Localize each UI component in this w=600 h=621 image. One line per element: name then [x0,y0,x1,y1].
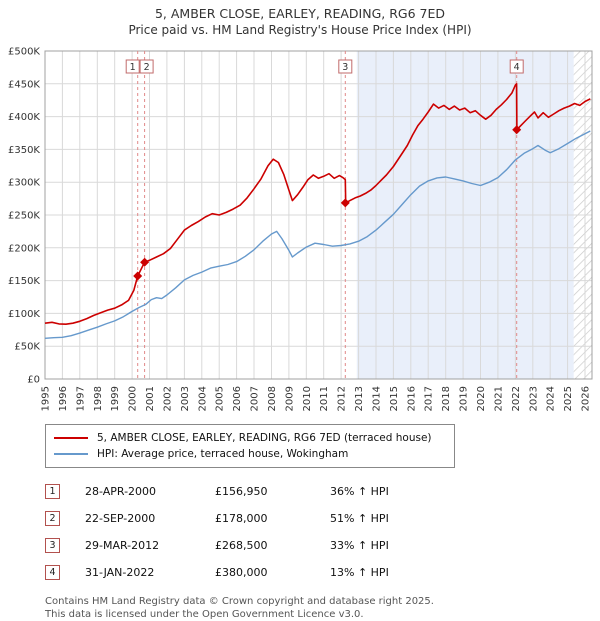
x-tick-label: 1995 [41,386,52,411]
x-tick-label: 1998 [93,386,104,411]
svg-text:2: 2 [144,62,150,73]
legend-label-property: 5, AMBER CLOSE, EARLEY, READING, RG6 7ED… [97,432,432,444]
transaction-row: 3 29-MAR-2012 £268,500 33% ↑ HPI [45,532,600,559]
transaction-price: £380,000 [215,566,268,579]
transaction-date: 22-SEP-2000 [85,512,156,525]
x-tick-label: 2015 [389,386,400,411]
footer-line2: This data is licensed under the Open Gov… [45,609,364,620]
transaction-price: £268,500 [215,539,268,552]
x-tick-label: 2025 [563,386,574,411]
blue-line-sample [54,453,88,455]
x-tick-label: 2016 [406,386,417,411]
x-tick-label: 2005 [215,386,226,411]
sale-marker [133,271,143,281]
y-tick-label: £250K [8,211,40,222]
x-tick-label: 2013 [354,386,365,411]
transaction-date: 29-MAR-2012 [85,539,160,552]
x-tick-label: 2000 [128,386,139,411]
y-tick-label: £500K [8,47,40,58]
red-line-sample [54,437,88,439]
sale-number-box [509,59,524,74]
x-tick-label: 2006 [232,386,243,411]
page-title: 5, AMBER CLOSE, EARLEY, READING, RG6 7ED [154,6,445,21]
y-tick-label: £400K [8,112,40,123]
transaction-row: 1 28-APR-2000 £156,950 36% ↑ HPI [45,478,600,505]
transaction-hpi-change: 33% ↑ HPI [330,539,389,552]
transaction-date: 28-APR-2000 [85,485,157,498]
sale-number-box [139,59,154,74]
x-tick-label: 2003 [180,386,191,411]
transaction-date: 31-JAN-2022 [85,566,155,579]
x-tick-label: 2018 [441,386,452,411]
chart-legend: 5, AMBER CLOSE, EARLEY, READING, RG6 7ED… [45,424,455,468]
legend-label-hpi: HPI: Average price, terraced house, Woki… [97,448,349,460]
legend-item-hpi: HPI: Average price, terraced house, Woki… [54,446,446,462]
y-tick-label: £450K [8,79,40,90]
footer-line1: Contains HM Land Registry data © Crown c… [45,596,434,607]
legend-item-property: 5, AMBER CLOSE, EARLEY, READING, RG6 7ED… [54,430,446,446]
transaction-price: £178,000 [215,512,268,525]
x-tick-label: 2022 [511,386,522,411]
chart-subtitle: Price paid vs. HM Land Registry's House … [128,23,472,37]
transaction-hpi-change: 51% ↑ HPI [330,512,389,525]
x-tick-label: 2012 [337,386,348,411]
svg-text:1: 1 [130,62,136,73]
transaction-number-box: 3 [45,538,60,553]
x-tick-label: 2017 [424,386,435,411]
x-tick-label: 2002 [162,386,173,411]
y-tick-label: £300K [8,178,40,189]
sale-number-box [125,59,140,74]
transaction-hpi-change: 36% ↑ HPI [330,485,389,498]
y-tick-label: £50K [14,342,40,353]
svg-text:4: 4 [514,62,520,73]
footer: Contains HM Land Registry data © Crown c… [45,595,600,621]
x-tick-label: 2010 [302,386,313,411]
x-tick-label: 2004 [197,386,208,411]
y-tick-label: £350K [8,145,40,156]
series-line [44,130,591,339]
y-tick-label: £200K [8,243,40,254]
sale-marker [140,257,150,267]
price-chart: 1 2 3 4 £0 £50K £100K £150K £200K £250K £300K £350K… [8,47,593,411]
x-tick-label: 2014 [372,386,383,411]
series-line [44,82,591,326]
x-tick-label: 2019 [459,386,470,411]
sale-number-box [338,59,353,74]
sale-marker [512,125,522,135]
x-tick-label: 2009 [284,386,295,411]
x-tick-label: 1996 [58,386,69,411]
svg-text:3: 3 [342,62,348,73]
y-tick-label: £150K [8,276,40,287]
x-tick-label: 2024 [546,386,557,411]
transaction-price: £156,950 [215,485,268,498]
y-tick-label: £0 [27,375,40,386]
y-tick-label: £100K [8,309,40,320]
x-tick-label: 2026 [581,386,592,411]
x-tick-label: 2001 [145,386,156,411]
x-tick-label: 2023 [528,386,539,411]
chart-area: 1 2 3 4 £0 £50K £100K £150K £200K £250K £300K £350K… [0,37,600,422]
x-tick-label: 2011 [319,386,330,411]
transaction-number-box: 2 [45,511,60,526]
x-tick-label: 1999 [110,386,121,411]
sale-marker [340,198,350,208]
x-tick-label: 2020 [476,386,487,411]
transaction-row: 4 31-JAN-2022 £380,000 13% ↑ HPI [45,559,600,586]
x-tick-label: 1997 [75,386,86,411]
transaction-hpi-change: 13% ↑ HPI [330,566,389,579]
transaction-number-box: 4 [45,565,60,580]
transactions-table: 1 28-APR-2000 £156,950 36% ↑ HPI 2 22-SEP-200… [45,478,600,586]
transaction-row: 2 22-SEP-2000 £178,000 51% ↑ HPI [45,505,600,532]
x-tick-label: 2021 [493,386,504,411]
x-tick-label: 2007 [250,386,261,411]
x-tick-label: 2008 [267,386,278,411]
transaction-number-box: 1 [45,484,60,499]
